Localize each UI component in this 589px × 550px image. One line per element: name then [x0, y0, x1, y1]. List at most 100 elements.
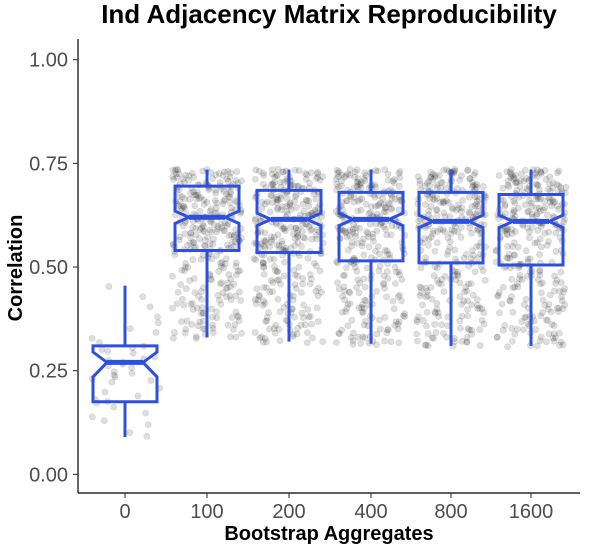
jitter-point [281, 225, 288, 233]
jitter-point [388, 205, 396, 213]
jitter-point [550, 322, 558, 330]
jitter-point [259, 338, 267, 346]
jitter-point [439, 329, 447, 337]
jitter-point [493, 333, 501, 341]
jitter-point [396, 167, 404, 175]
jitter-point [504, 177, 512, 185]
jitter-point [302, 170, 309, 177]
jitter-point [505, 250, 513, 258]
jitter-point [236, 267, 244, 275]
jitter-point [473, 181, 481, 188]
jitter-point [525, 197, 533, 205]
jitter-point [283, 195, 291, 203]
jitter-point [383, 268, 391, 275]
jitter-point [187, 233, 194, 241]
jitter-point [468, 203, 476, 211]
jitter-point [555, 205, 562, 213]
jitter-point [111, 373, 119, 381]
jitter-point [552, 279, 559, 287]
jitter-point [291, 166, 299, 174]
jitter-point [199, 317, 207, 325]
box-200 [255, 188, 323, 255]
jitter-point [338, 177, 345, 185]
jitter-point [374, 202, 382, 210]
jitter-point [194, 322, 202, 330]
x-tick-label: 0 [119, 501, 130, 523]
jitter-point [187, 229, 195, 237]
jitter-point [197, 194, 205, 201]
jitter-point [299, 227, 306, 235]
jitter-point [215, 170, 223, 177]
jitter-point [509, 209, 517, 217]
jitter-point [508, 165, 515, 173]
jitter-point [395, 339, 403, 347]
jitter-point [259, 301, 267, 309]
jitter-point [199, 227, 207, 235]
jitter-point [308, 235, 316, 243]
jitter-point [128, 364, 136, 372]
jitter-point [176, 198, 184, 206]
jitter-point [280, 304, 288, 311]
jitter-point [295, 167, 303, 174]
jitter-point [443, 333, 450, 341]
jitter-point [209, 313, 216, 321]
jitter-point [304, 306, 312, 313]
jitter-point [382, 208, 389, 216]
jitter-point [169, 334, 177, 342]
jitter-point [367, 203, 375, 211]
jitter-point [273, 199, 281, 207]
jitter-point [260, 284, 268, 291]
box-100 [173, 184, 241, 252]
jitter-point [176, 233, 184, 241]
jitter-point [304, 329, 311, 337]
jitter-point [276, 178, 284, 186]
jitter-point [448, 204, 456, 211]
jitter-point [291, 235, 299, 243]
jitter-point [457, 233, 465, 241]
jitter-point [422, 254, 430, 262]
jitter-point [355, 180, 363, 188]
jitter-point [553, 181, 561, 188]
jitter-point [201, 242, 209, 250]
jitter-point [513, 325, 521, 333]
jitter-point [214, 223, 222, 230]
jitter-point [259, 259, 267, 266]
jitter-point [200, 201, 208, 208]
jitter-point [549, 199, 557, 206]
jitter-point [267, 233, 275, 241]
jitter-point [355, 289, 363, 297]
jitter-point [252, 256, 260, 264]
jitter-point [191, 289, 199, 296]
jitter-point [518, 318, 526, 325]
jitter-point [346, 165, 354, 173]
jitter-point [512, 171, 519, 179]
jitter-point [380, 272, 388, 280]
jitter-point [289, 333, 297, 340]
jitter-point [431, 308, 439, 316]
jitter-point [372, 183, 380, 191]
jitter-point [286, 202, 294, 210]
x-tick-label: 100 [190, 501, 223, 523]
jitter-point [373, 330, 381, 338]
jitter-point [181, 195, 189, 203]
jitter-point [437, 199, 445, 206]
jitter-point [308, 275, 315, 283]
jitter-point [383, 293, 390, 301]
jitter-point [260, 270, 268, 278]
jitter-point [469, 291, 477, 299]
jitter-point [360, 321, 368, 329]
jitter-point [225, 271, 233, 279]
jitter-point [338, 326, 346, 334]
jitter-point [362, 200, 370, 208]
jitter-point [474, 202, 482, 210]
jitter-point [429, 175, 437, 183]
jitter-point [221, 219, 229, 227]
jitter-point [199, 325, 207, 333]
jitter-point [381, 314, 389, 321]
jitter-point [554, 202, 562, 210]
jitter-point [269, 279, 277, 287]
jitter-point [464, 166, 472, 174]
jitter-point [343, 264, 350, 272]
jitter-point [184, 263, 192, 271]
jitter-point [432, 206, 440, 214]
